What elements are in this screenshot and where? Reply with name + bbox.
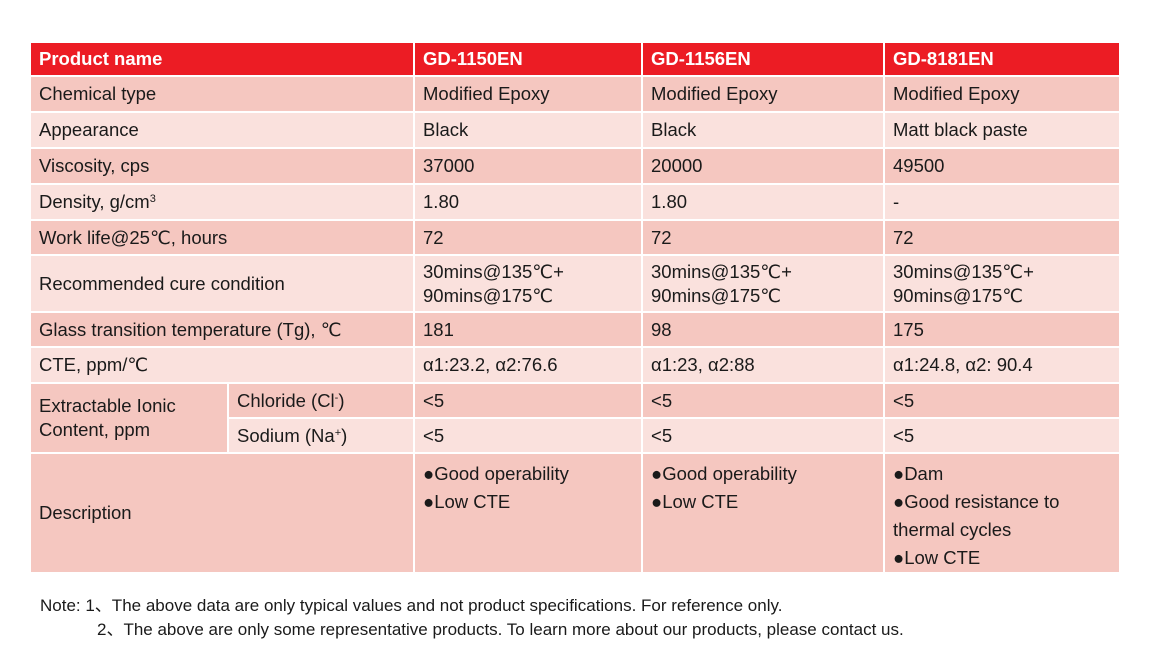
- cell: Modified Epoxy: [642, 76, 886, 113]
- row-label-tg: Glass transition temperature (Tg), ℃: [31, 312, 416, 348]
- cell: 72: [642, 220, 886, 256]
- description-line: ●Good resistance to: [893, 491, 1060, 512]
- cell: 30mins@135℃+ 90mins@175℃: [414, 255, 644, 313]
- cell: <5: [884, 418, 1120, 454]
- cure-line: 30mins@135℃+: [651, 260, 792, 282]
- description-line: ●Low CTE: [651, 491, 739, 512]
- chloride-superscript: -: [334, 391, 339, 404]
- description-line: ●Low CTE: [423, 491, 511, 512]
- cell: <5: [642, 383, 886, 419]
- cell: <5: [414, 383, 644, 419]
- description-line: ●Low CTE: [893, 547, 981, 568]
- cell: Modified Epoxy: [884, 76, 1120, 113]
- footnote: Note: 1、The above data are only typical …: [40, 594, 904, 642]
- row-label-description: Description: [31, 453, 416, 574]
- cell: α1:24.8, α2: 90.4: [884, 347, 1120, 384]
- cell: 1.80: [642, 184, 886, 221]
- row-label-chloride: Chloride (Cl-): [228, 383, 416, 419]
- cure-line: 90mins@175℃: [893, 284, 1024, 306]
- sodium-superscript: +: [334, 426, 342, 439]
- chloride-label: Chloride (Cl: [237, 389, 335, 411]
- cell: 1.80: [414, 184, 644, 221]
- cell: <5: [642, 418, 886, 454]
- cell: α1:23, α2:88: [642, 347, 886, 384]
- table-header-row: Product name GD-1150EN GD-1156EN GD-8181…: [31, 43, 1120, 77]
- cell: <5: [414, 418, 644, 454]
- cell: ●Dam ●Good resistance to thermal cycles ●Lo…: [884, 453, 1120, 574]
- row-label-cure-condition: Recommended cure condition: [31, 255, 416, 313]
- row-label-cte: CTE, ppm/℃: [31, 347, 416, 384]
- cell: -: [884, 184, 1120, 221]
- cell: 181: [414, 312, 644, 348]
- ionic-label-line: Extractable Ionic: [39, 395, 176, 416]
- description-line: ●Dam: [893, 463, 944, 484]
- sodium-label-end: ): [341, 424, 348, 446]
- cell: Matt black paste: [884, 112, 1120, 149]
- cell: α1:23.2, α2:76.6: [414, 347, 644, 384]
- cell: 72: [414, 220, 644, 256]
- sodium-label: Sodium (Na: [237, 424, 335, 446]
- cell: 175: [884, 312, 1120, 348]
- cell: 30mins@135℃+ 90mins@175℃: [884, 255, 1120, 313]
- header-product-3: GD-8181EN: [884, 43, 1120, 77]
- table-row: Chemical type Modified Epoxy Modified Ep…: [31, 76, 1120, 113]
- cure-line: 90mins@175℃: [423, 284, 554, 306]
- row-label-viscosity: Viscosity, cps: [31, 148, 416, 185]
- cell: Black: [642, 112, 886, 149]
- header-product-name: Product name: [31, 43, 416, 77]
- table-row: Recommended cure condition 30mins@135℃+ 9…: [31, 255, 1120, 313]
- description-line: ●Good operability: [423, 463, 569, 484]
- cure-line: 30mins@135℃+: [893, 260, 1034, 282]
- row-label-extractable-ionic: Extractable Ionic Content, ppm: [31, 383, 229, 454]
- cell: ●Good operability ●Low CTE: [642, 453, 886, 574]
- row-label-work-life: Work life@25℃, hours: [31, 220, 416, 256]
- header-product-2: GD-1156EN: [642, 43, 886, 77]
- cell: 30mins@135℃+ 90mins@175℃: [642, 255, 886, 313]
- cell: 49500: [884, 148, 1120, 185]
- cell: Modified Epoxy: [414, 76, 644, 113]
- description-line: thermal cycles: [893, 519, 1012, 540]
- cell: 72: [884, 220, 1120, 256]
- table-row: Extractable Ionic Content, ppm Chloride (…: [31, 383, 1120, 454]
- table-row: Density, g/cm3 1.80 1.80 -: [31, 184, 1120, 221]
- chloride-label-end: ): [338, 389, 345, 411]
- table-row: Appearance Black Black Matt black paste: [31, 112, 1120, 149]
- cell: <5: [884, 383, 1120, 419]
- density-label-text: Density, g/cm: [39, 191, 150, 212]
- cure-line: 90mins@175℃: [651, 284, 782, 306]
- row-label-density: Density, g/cm3: [31, 184, 416, 221]
- cell: ●Good operability ●Low CTE: [414, 453, 644, 574]
- ionic-label-line: Content, ppm: [39, 419, 151, 440]
- cell: Black: [414, 112, 644, 149]
- density-unit-superscript: 3: [149, 193, 156, 205]
- row-label-chemical-type: Chemical type: [31, 76, 416, 113]
- cell: 20000: [642, 148, 886, 185]
- header-product-1: GD-1150EN: [414, 43, 644, 77]
- row-label-appearance: Appearance: [31, 112, 416, 149]
- table-row: CTE, ppm/℃ α1:23.2, α2:76.6 α1:23, α2:88…: [31, 347, 1120, 384]
- table-row: Sodium (Na+) <5 <5 <5: [31, 418, 1120, 454]
- cell: 98: [642, 312, 886, 348]
- description-line: ●Good operability: [651, 463, 797, 484]
- table-row: Description ●Good operability ●Low CTE ●G…: [31, 453, 1120, 574]
- spec-table: Product name GD-1150EN GD-1156EN GD-8181…: [31, 43, 1120, 574]
- footnote-line-2: 2、The above are only some representative…: [97, 620, 904, 639]
- row-label-sodium: Sodium (Na+): [228, 418, 416, 454]
- cell: 37000: [414, 148, 644, 185]
- table-row: Viscosity, cps 37000 20000 49500: [31, 148, 1120, 185]
- table-row: Work life@25℃, hours 72 72 72: [31, 220, 1120, 256]
- table-row: Glass transition temperature (Tg), ℃ 181…: [31, 312, 1120, 348]
- cure-line: 30mins@135℃+: [423, 260, 564, 282]
- footnote-line-1: Note: 1、The above data are only typical …: [40, 596, 783, 615]
